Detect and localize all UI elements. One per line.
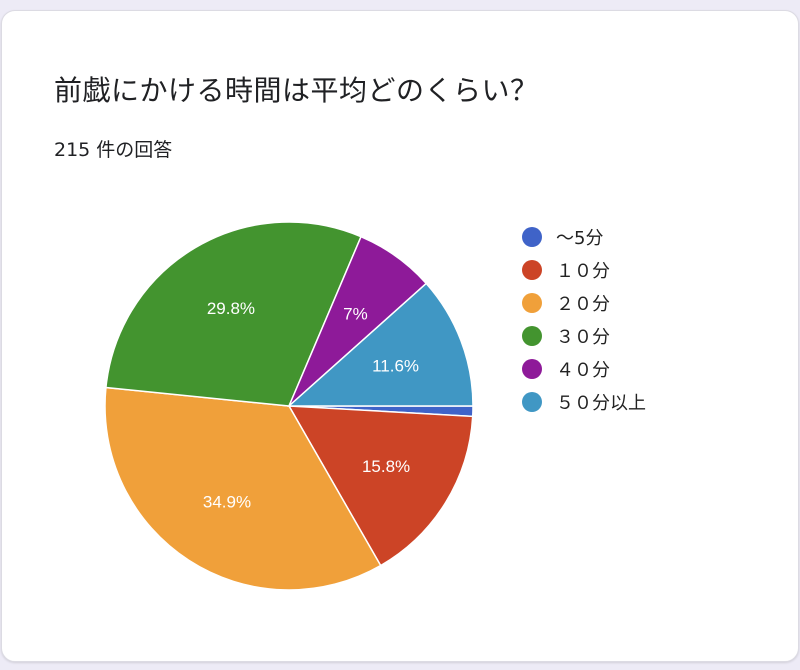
legend-color-dot-icon [522, 358, 542, 379]
legend-label: ～5分 [556, 227, 604, 249]
pie-slice[interactable] [287, 405, 474, 567]
slice-percent-label: 29.8% [207, 299, 255, 318]
legend-label: ２０分 [556, 293, 610, 315]
slice-percent-label: 7% [343, 304, 368, 323]
pie-slice[interactable] [104, 386, 382, 591]
legend-label: １０分 [556, 260, 610, 282]
chart-legend: ～5分 １０分 ２０分 ３０分 ４０分 ５０分以上 [522, 220, 646, 418]
response-count: 215 件の回答 [54, 139, 173, 161]
legend-item[interactable]: ３０分 [522, 319, 646, 352]
question-title: 前戯にかける時間は平均どのくらい？ [54, 74, 539, 107]
legend-label: ４０分 [556, 359, 610, 381]
slice-percent-label: 15.8% [362, 457, 410, 476]
pie-slice[interactable] [287, 282, 474, 407]
legend-color-dot-icon [522, 325, 542, 346]
legend-color-dot-icon [522, 259, 542, 280]
legend-item[interactable]: ５０分以上 [522, 385, 646, 418]
legend-item[interactable]: ～5分 [522, 220, 646, 253]
slice-percent-label: 11.6% [372, 356, 419, 375]
legend-color-dot-icon [522, 226, 542, 247]
slice-percent-label: 34.9% [203, 493, 251, 512]
legend-label: ５０分以上 [556, 392, 646, 414]
legend-item[interactable]: ２０分 [522, 286, 646, 319]
legend-color-dot-icon [522, 292, 542, 313]
legend-color-dot-icon [522, 391, 542, 412]
legend-label: ３０分 [556, 326, 610, 348]
legend-item[interactable]: ４０分 [522, 352, 646, 385]
legend-item[interactable]: １０分 [522, 253, 646, 286]
pie-slice[interactable] [105, 221, 362, 407]
